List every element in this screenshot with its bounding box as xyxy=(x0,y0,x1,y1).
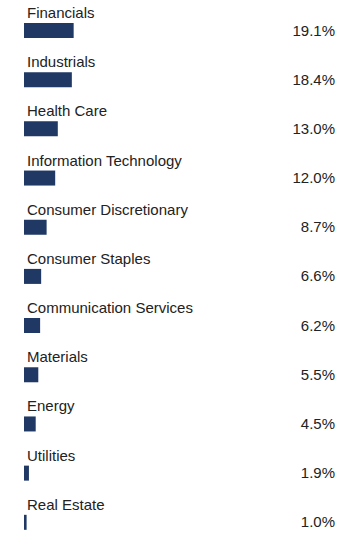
svg-text:4.5%: 4.5% xyxy=(301,415,335,432)
svg-text:Financials: Financials xyxy=(27,4,95,21)
svg-text:Communication Services: Communication Services xyxy=(27,299,193,316)
svg-text:8.7%: 8.7% xyxy=(301,218,335,235)
svg-text:12.0%: 12.0% xyxy=(292,169,335,186)
svg-text:13.0%: 13.0% xyxy=(292,120,335,137)
svg-text:Real Estate: Real Estate xyxy=(27,496,105,513)
svg-text:Consumer Discretionary: Consumer Discretionary xyxy=(27,201,188,218)
svg-text:6.6%: 6.6% xyxy=(301,267,335,284)
svg-text:Health Care: Health Care xyxy=(27,102,107,119)
svg-text:Materials: Materials xyxy=(27,348,88,365)
svg-text:Utilities: Utilities xyxy=(27,447,75,464)
svg-text:6.2%: 6.2% xyxy=(301,317,335,334)
svg-text:Consumer Staples: Consumer Staples xyxy=(27,250,150,267)
svg-text:5.5%: 5.5% xyxy=(301,366,335,383)
svg-text:Information Technology: Information Technology xyxy=(27,152,182,169)
svg-text:19.1%: 19.1% xyxy=(292,22,335,39)
svg-text:Energy: Energy xyxy=(27,397,75,414)
svg-text:1.0%: 1.0% xyxy=(301,513,335,530)
svg-text:1.9%: 1.9% xyxy=(301,464,335,481)
svg-text:18.4%: 18.4% xyxy=(292,71,335,88)
svg-text:Industrials: Industrials xyxy=(27,53,95,70)
